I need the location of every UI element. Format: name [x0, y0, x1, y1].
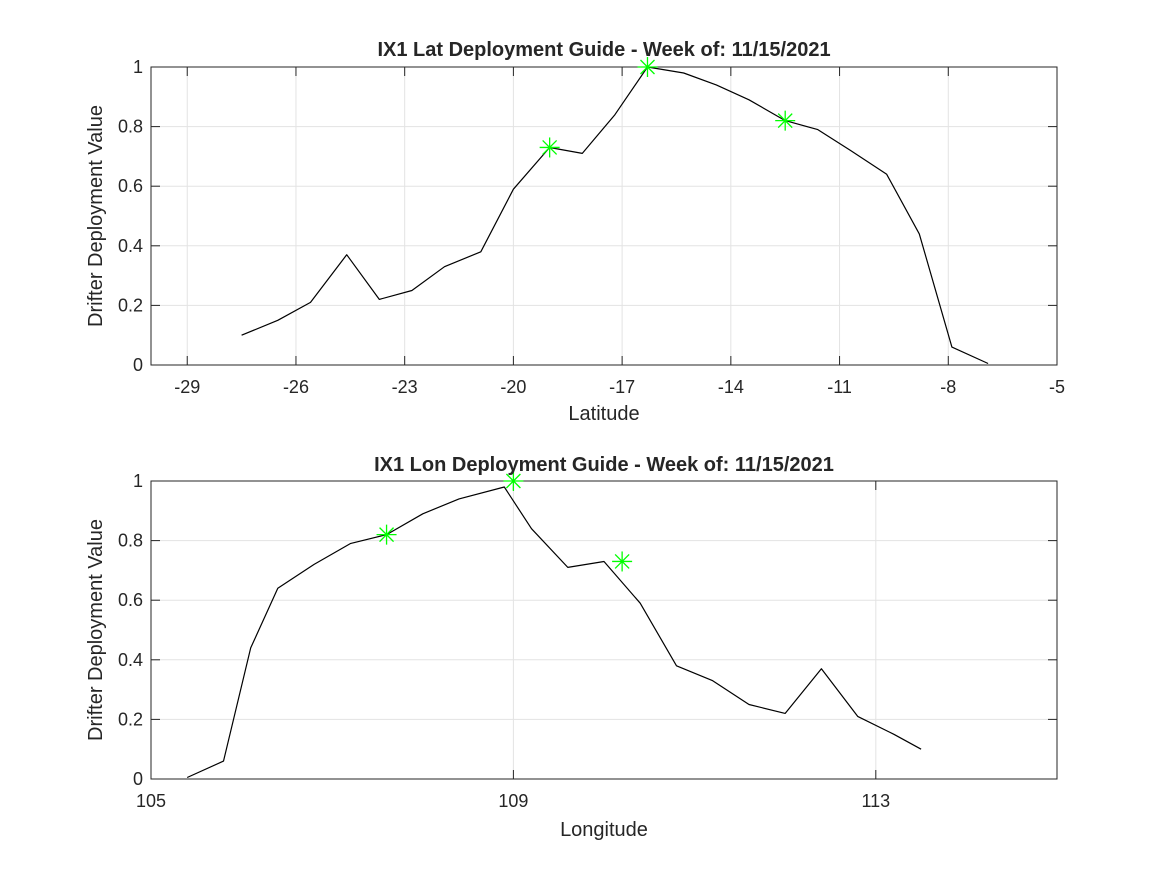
latitude-series-line	[241, 66, 989, 365]
longitude-y-tick-label: 0.8	[118, 531, 143, 551]
longitude-axes-box	[150, 480, 1058, 780]
latitude-chart-title: IX1 Lat Deployment Guide - Week of: 11/1…	[377, 39, 830, 61]
latitude-marker	[539, 137, 560, 158]
latitude-marker-stroke	[640, 59, 655, 75]
latitude-y-tick-label: 0.6	[118, 176, 143, 196]
latitude-marker-stroke	[777, 113, 793, 129]
longitude-data	[186, 471, 922, 779]
latitude-ticks: -29 -26 -23 -20 -17 -14 -11 -8 -5 0 0.2 0.4 0.6 0.8 1	[118, 57, 1065, 397]
latitude-x-tick-label: -23	[392, 377, 418, 397]
longitude-chart-title: IX1 Lon Deployment Guide - Week of: 11/1…	[374, 454, 834, 476]
longitude-marker-stroke	[505, 473, 521, 489]
longitude-y-tick-label: 0	[133, 769, 143, 789]
latitude-x-tick-label: -17	[609, 377, 635, 397]
longitude-marker	[503, 471, 524, 491]
latitude-axes-box	[150, 66, 1058, 366]
latitude-x-tick-label: -8	[940, 377, 956, 397]
longitude-x-tick-label: 113	[861, 791, 890, 811]
latitude-data	[241, 57, 989, 365]
latitude-y-tick-label: 0.2	[118, 295, 143, 315]
longitude-y-tick-label: 0.2	[118, 709, 143, 729]
latitude-x-axis-label: Latitude	[568, 403, 639, 425]
latitude-x-tick-label: -29	[174, 377, 200, 397]
longitude-x-tick-label: 109	[498, 791, 528, 811]
latitude-y-tick-label: 1	[133, 57, 143, 77]
latitude-y-tick-label: 0.4	[118, 236, 143, 256]
latitude-x-tick-label: -5	[1049, 377, 1065, 397]
latitude-y-tick-label: 0	[133, 355, 143, 375]
longitude-marker	[612, 551, 633, 572]
latitude-x-tick-label: -11	[827, 377, 852, 397]
longitude-x-axis-label: Longitude	[560, 819, 648, 841]
longitude-x-tick-label: 105	[136, 791, 166, 811]
longitude-y-tick-label: 1	[133, 471, 143, 491]
latitude-x-tick-label: -26	[283, 377, 309, 397]
latitude-marker	[775, 110, 796, 131]
latitude-grid	[151, 67, 1057, 365]
latitude-plot: -29 -26 -23 -20 -17 -14 -11 -8 -500.20.40.60.81 …	[85, 39, 1065, 425]
longitude-ticks: 105 109 113 0 0.2 0.4 0.6 0.8 1	[118, 471, 1057, 811]
latitude-marker-stroke	[542, 140, 558, 155]
latitude-x-tick-label: -14	[718, 377, 744, 397]
longitude-marker-stroke	[379, 527, 395, 543]
longitude-y-tick-label: 0.4	[118, 650, 143, 670]
longitude-plot: 105 109 113 0 0.2 0.4 0.6 0.8 1 IX1 Lon Deployme…	[85, 454, 1058, 841]
longitude-y-axis-label: Drifter Deployment Value	[85, 519, 107, 741]
latitude-marker	[637, 57, 658, 77]
latitude-y-axis-label: Drifter Deployment Value	[85, 105, 107, 327]
longitude-marker-stroke	[614, 554, 630, 569]
latitude-x-tick-label: -20	[500, 377, 526, 397]
latitude-y-tick-label: 0.8	[118, 117, 143, 137]
longitude-grid	[151, 481, 1057, 779]
longitude-y-tick-label: 0.6	[118, 590, 143, 610]
longitude-marker	[376, 524, 397, 545]
longitude-series-line	[186, 486, 922, 779]
